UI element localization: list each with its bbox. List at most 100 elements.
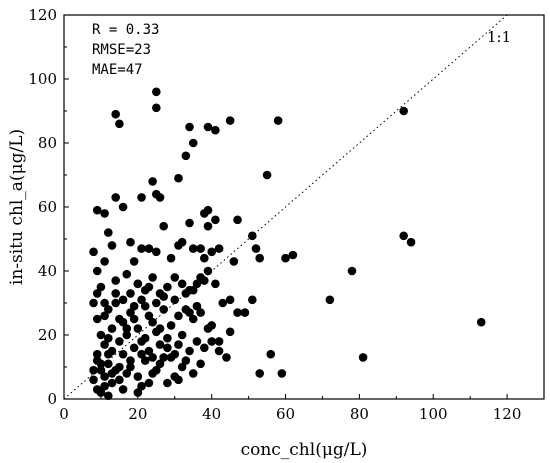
data-point <box>170 273 180 282</box>
data-point <box>111 289 120 298</box>
data-point <box>159 292 168 301</box>
data-point <box>126 289 135 298</box>
data-point <box>200 253 209 263</box>
data-point <box>140 301 150 311</box>
data-point <box>129 301 139 311</box>
data-point <box>126 237 135 247</box>
data-point <box>166 321 176 330</box>
data-point <box>152 103 161 113</box>
data-point <box>203 266 213 276</box>
data-point <box>89 298 98 308</box>
data-point <box>214 346 224 356</box>
data-point <box>225 116 235 125</box>
data-point <box>159 221 168 231</box>
y-tick-label: 60 <box>38 198 57 216</box>
data-point <box>163 378 172 388</box>
data-point <box>104 333 113 343</box>
data-point <box>196 359 205 369</box>
data-point <box>185 122 194 132</box>
data-point <box>129 343 139 353</box>
data-point <box>122 324 132 333</box>
data-point <box>225 327 235 337</box>
data-point <box>152 87 161 97</box>
data-point <box>144 311 154 321</box>
data-point <box>133 279 143 289</box>
data-point <box>144 282 154 292</box>
data-point <box>255 253 264 263</box>
data-point <box>233 308 242 317</box>
data-point <box>207 247 216 257</box>
data-point <box>118 385 128 394</box>
data-point <box>255 369 264 378</box>
x-tick-label: 120 <box>493 405 522 423</box>
data-point <box>133 372 143 381</box>
data-point <box>148 317 157 327</box>
x-tick-label: 40 <box>202 405 221 423</box>
y-tick-label: 40 <box>38 262 57 280</box>
data-point <box>155 324 165 333</box>
data-point <box>240 308 250 317</box>
data-point <box>137 244 146 253</box>
data-point <box>174 173 183 183</box>
data-point <box>196 244 205 253</box>
data-point <box>122 369 132 378</box>
data-point <box>214 244 224 253</box>
data-point <box>177 279 187 289</box>
data-point <box>251 244 261 253</box>
data-point <box>100 311 109 321</box>
data-point <box>277 369 287 378</box>
data-point <box>185 346 194 356</box>
data-point <box>177 237 187 247</box>
data-point <box>96 330 106 340</box>
data-point <box>288 250 298 260</box>
x-tick-label: 60 <box>276 405 295 423</box>
data-point <box>229 257 239 266</box>
data-point <box>185 285 194 295</box>
data-point <box>192 337 202 346</box>
data-point <box>122 330 132 340</box>
data-point <box>89 365 98 375</box>
data-point <box>174 375 183 385</box>
data-point <box>185 308 194 317</box>
data-point <box>126 362 135 372</box>
data-point <box>177 330 187 340</box>
data-point <box>166 253 176 263</box>
data-point <box>129 314 139 324</box>
data-point <box>111 109 120 119</box>
data-point <box>118 202 128 212</box>
data-point <box>163 333 172 343</box>
data-point <box>92 289 102 298</box>
data-point <box>152 247 161 257</box>
data-point <box>111 298 120 308</box>
data-point <box>118 349 128 359</box>
data-point <box>104 228 113 237</box>
y-tick-label: 80 <box>38 134 57 152</box>
data-point <box>203 205 213 215</box>
y-tick-label: 100 <box>28 70 57 88</box>
y-tick-label: 0 <box>47 390 57 408</box>
data-point <box>92 314 102 324</box>
data-point <box>104 349 113 359</box>
data-point <box>100 381 109 391</box>
data-point <box>163 282 172 292</box>
data-point <box>181 151 191 161</box>
data-point <box>188 369 198 378</box>
data-point <box>107 369 117 378</box>
data-point <box>170 295 180 305</box>
data-point <box>104 305 113 314</box>
data-point <box>115 375 124 385</box>
data-point <box>89 375 98 385</box>
axes-layer: 0 20 40 60 80 100 120 0 20 40 60 80 100 120 <box>28 6 521 423</box>
data-point <box>137 349 146 359</box>
data-point <box>248 295 257 305</box>
data-point <box>137 295 146 305</box>
data-point <box>159 353 168 362</box>
data-point <box>133 324 143 333</box>
data-point <box>266 349 276 359</box>
data-point <box>200 343 209 353</box>
data-point <box>100 340 109 349</box>
stat-r: R = 0.33 <box>92 22 159 38</box>
data-point <box>152 298 161 308</box>
data-point <box>126 308 135 317</box>
